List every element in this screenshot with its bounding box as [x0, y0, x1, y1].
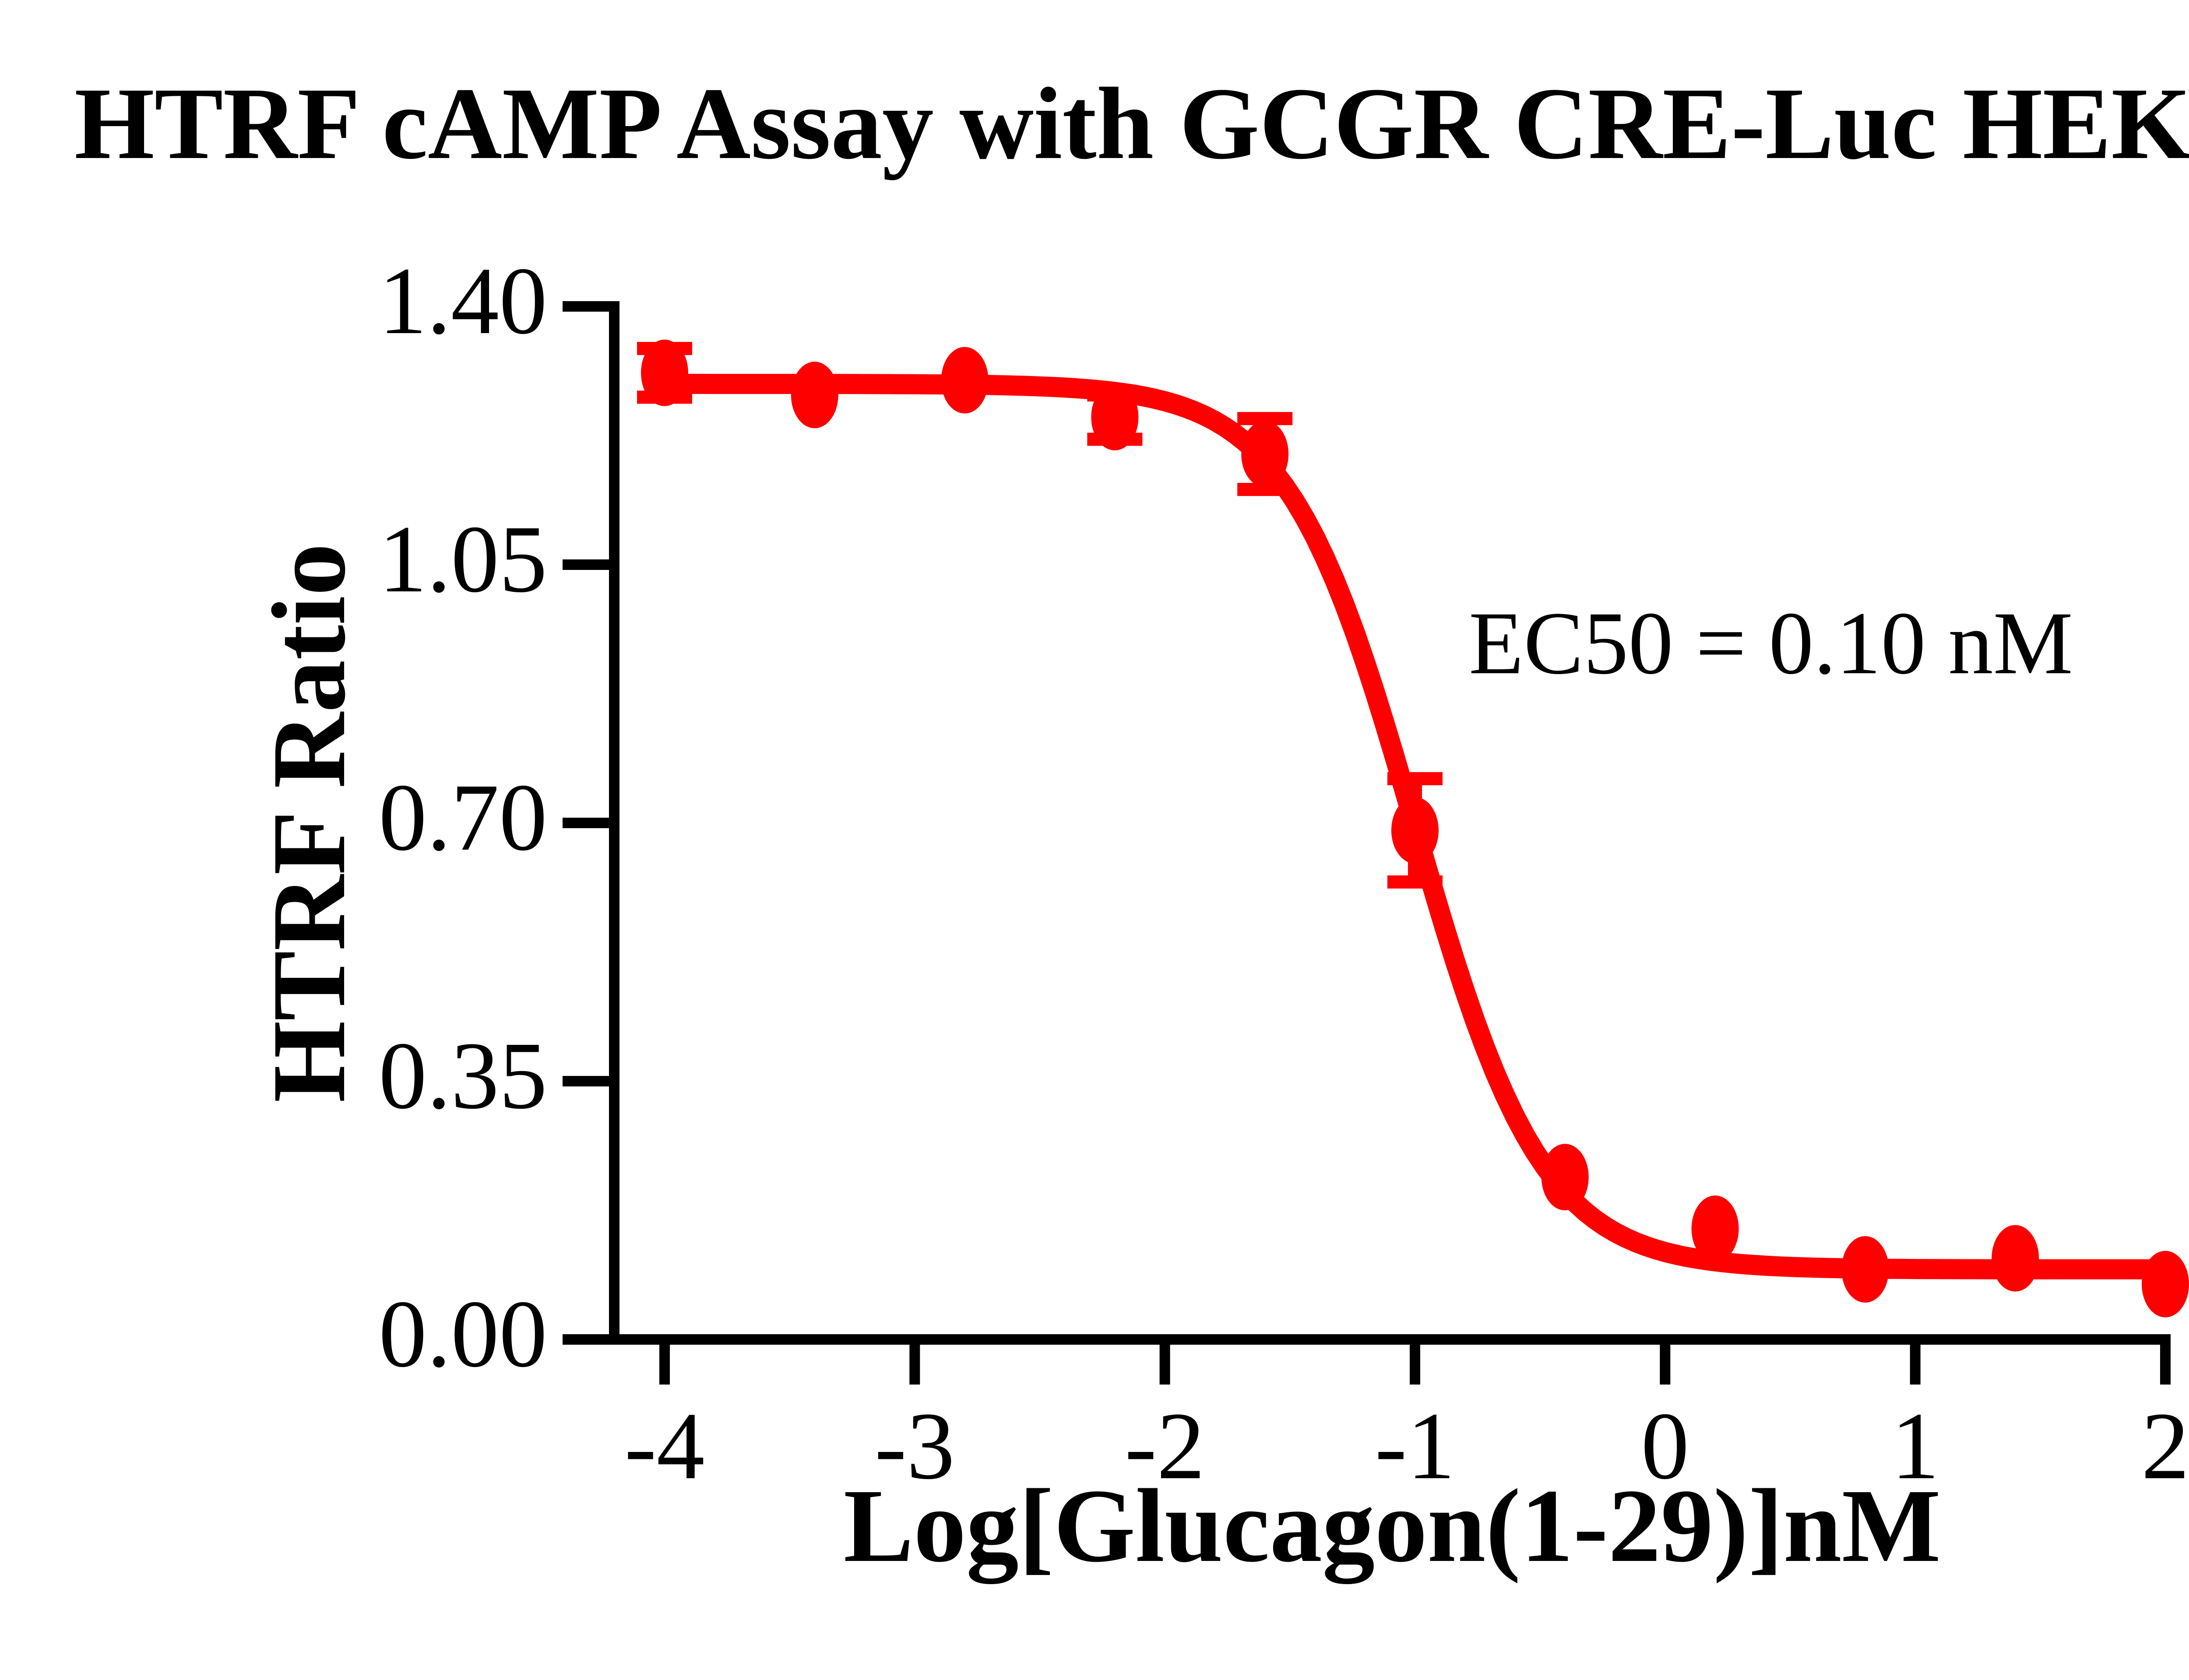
x-axis-label: Log[Glucagon(1-29)]nM — [843, 1467, 1941, 1584]
x-tick-label: -3 — [874, 1392, 955, 1499]
y-tick-label: 0.35 — [379, 1022, 547, 1129]
data-point — [641, 339, 688, 406]
data-point — [1091, 383, 1139, 450]
data-point — [1841, 1236, 1889, 1303]
y-tick-label: 0.00 — [379, 1280, 547, 1387]
x-tick-label: -1 — [1375, 1392, 1455, 1499]
data-point — [1241, 421, 1289, 488]
chart-title: HTRF cAMP Assay with GCGR CRE-Luc HEK293… — [74, 67, 2189, 180]
data-point — [1391, 797, 1439, 864]
data-point — [1992, 1225, 2039, 1292]
data-point — [791, 362, 838, 429]
x-tick-label: -4 — [624, 1392, 705, 1499]
y-tick-label: 0.70 — [379, 764, 547, 871]
data-point — [1541, 1144, 1589, 1211]
x-tick-label: 0 — [1641, 1392, 1689, 1499]
y-tick-label: 1.40 — [379, 247, 547, 355]
x-tick-label: 1 — [1891, 1392, 1939, 1499]
x-tick-label: -2 — [1125, 1392, 1205, 1499]
data-point — [1691, 1195, 1739, 1262]
data-point — [941, 347, 989, 414]
y-tick-label: 1.05 — [379, 506, 547, 612]
ec50-annotation: EC50 = 0.10 nM — [1469, 594, 2073, 693]
data-point — [2141, 1251, 2189, 1318]
x-tick-label: 2 — [2141, 1392, 2189, 1499]
